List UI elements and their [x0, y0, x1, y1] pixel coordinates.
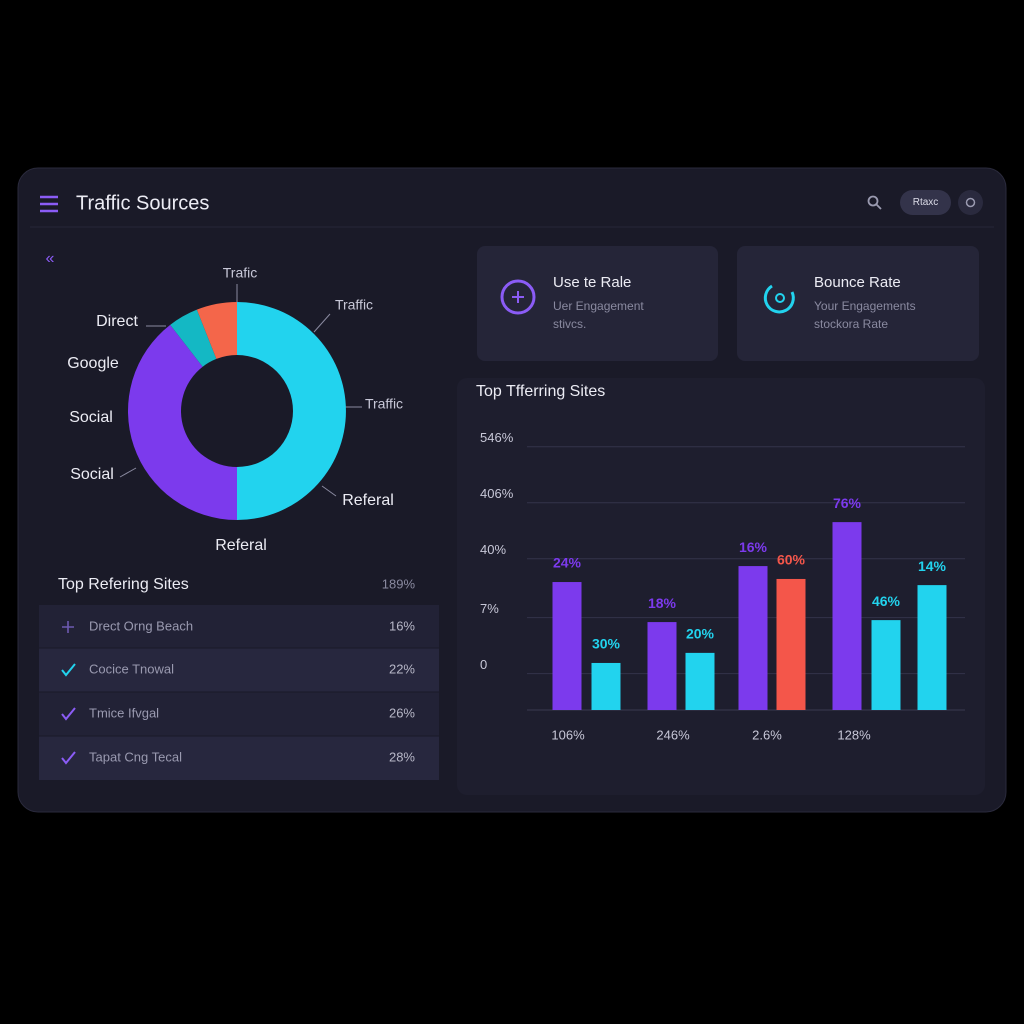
row-icon: [61, 751, 76, 765]
bar-value-label: 46%: [872, 593, 901, 609]
row-value: 28%: [389, 749, 415, 764]
bar: [871, 620, 901, 710]
y-tick-label: 40%: [480, 542, 506, 557]
card-icon: [763, 284, 795, 314]
page-title: Traffic Sources: [76, 192, 209, 214]
y-tick-label: 0: [480, 657, 487, 672]
x-tick-label: 2.6%: [752, 727, 782, 742]
bar-value-label: 24%: [553, 555, 582, 571]
card-title: Use te Rale: [553, 274, 631, 291]
y-tick-label: 406%: [480, 486, 514, 501]
bar-value-label: 18%: [648, 595, 677, 611]
y-tick-label: 7%: [480, 601, 499, 616]
search-icon[interactable]: [867, 195, 882, 210]
table-row[interactable]: [39, 648, 439, 692]
bar-value-label: 14%: [918, 558, 947, 574]
bar: [591, 662, 621, 710]
table-row[interactable]: [39, 692, 439, 736]
bar: [685, 652, 715, 710]
menu-icon[interactable]: [40, 195, 58, 213]
table-title: Top Refering Sites: [58, 576, 189, 593]
row-value: 16%: [389, 618, 415, 633]
leader-lines: [119, 284, 362, 497]
row-label: Cocice Tnowal: [89, 661, 174, 676]
donut-label: Trafic: [223, 265, 257, 281]
donut-label: Social: [70, 466, 114, 483]
chart-panel: [457, 378, 985, 795]
card-icon-glyph: [512, 291, 524, 303]
row-icon: [61, 707, 76, 721]
donut-slice: [196, 302, 237, 359]
bar: [647, 622, 677, 710]
row-label: Tapat Cng Tecal: [89, 749, 182, 764]
donut-label: Referal: [215, 537, 267, 554]
chart-title: Top Tfferring Sites: [476, 383, 605, 400]
settings-button[interactable]: [958, 190, 983, 215]
row-value: 26%: [389, 705, 415, 720]
card-text: stockora Rate: [814, 317, 888, 331]
x-tick-label: 106%: [551, 727, 585, 742]
header-button[interactable]: [900, 190, 951, 215]
card-text: Uer Engagement: [553, 299, 644, 313]
row-label: Drect Orng Beach: [89, 618, 193, 633]
donut-label: Traffic: [365, 396, 403, 412]
card-icon-glyph: [775, 293, 785, 303]
card-text: stivcs.: [553, 317, 586, 331]
bar-value-label: 20%: [686, 626, 715, 642]
header-button-label: Rtaxc: [913, 197, 939, 208]
donut-slice: [237, 302, 346, 520]
card-icon: [500, 279, 536, 315]
row-value: 22%: [389, 661, 415, 676]
card: [737, 246, 979, 361]
y-tick-label: 546%: [480, 430, 514, 445]
x-tick-label: 128%: [837, 727, 871, 742]
row-icon: [62, 621, 74, 633]
x-tick-label: 246%: [656, 727, 690, 742]
table-row[interactable]: [39, 605, 439, 649]
card: [477, 246, 718, 361]
bar: [738, 566, 768, 710]
donut-label: Google: [67, 355, 119, 372]
bar-value-label: 30%: [592, 636, 621, 652]
bar-value-label: 16%: [739, 539, 768, 555]
card-title: Bounce Rate: [814, 274, 901, 291]
table-total: 189%: [382, 576, 416, 591]
bar: [776, 578, 806, 710]
bar: [917, 585, 947, 710]
bar-value-label: 76%: [833, 495, 862, 511]
donut-slice: [170, 309, 217, 367]
row-icon: [61, 663, 76, 677]
card-text: Your Engagements: [814, 299, 916, 313]
collapse-icon[interactable]: «: [46, 250, 55, 267]
table-row[interactable]: [39, 736, 439, 780]
donut-label: Direct: [96, 313, 138, 330]
bar-value-label: 60%: [777, 552, 806, 568]
donut-label: Traffic: [335, 297, 373, 313]
row-label: Tmice Ifvgal: [89, 705, 159, 720]
bar: [552, 582, 582, 710]
donut-slice: [128, 324, 237, 520]
donut-label: Referal: [342, 492, 394, 509]
settings-icon: [965, 197, 976, 208]
bar: [832, 522, 862, 710]
donut-label: Social: [69, 409, 113, 426]
